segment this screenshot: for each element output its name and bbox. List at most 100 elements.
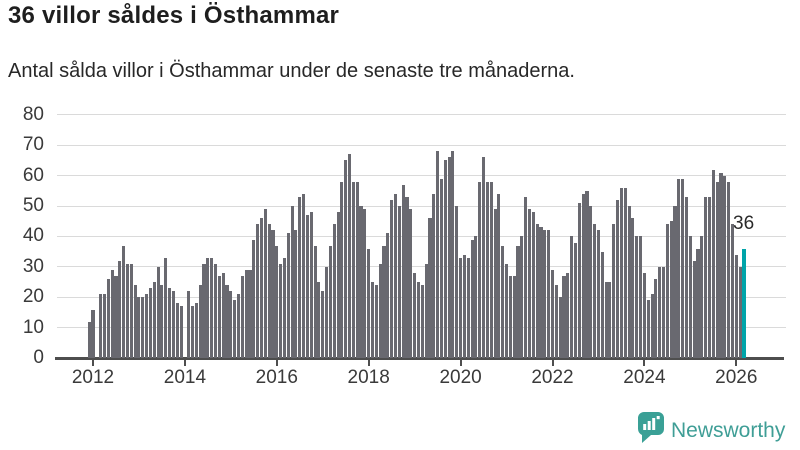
bar (524, 196, 528, 359)
bar (156, 266, 160, 359)
bar (340, 181, 344, 359)
bar (455, 206, 459, 359)
bar (175, 303, 179, 359)
bar (413, 272, 417, 359)
y-axis-tick-label: 50 (22, 195, 44, 217)
bar (627, 206, 631, 359)
bar (344, 160, 348, 359)
bar (604, 282, 608, 359)
bar (420, 285, 424, 359)
bar (313, 245, 317, 359)
y-axis-tick-label: 60 (22, 164, 44, 186)
bar (432, 193, 436, 359)
gridline (57, 205, 786, 207)
bar (661, 266, 666, 359)
bar (543, 230, 547, 359)
bar (217, 276, 221, 359)
bar (566, 272, 570, 359)
bar (547, 230, 551, 359)
bar (658, 266, 662, 359)
x-axis-tick-label: 2014 (163, 367, 207, 388)
bar (351, 181, 355, 359)
bar (160, 285, 164, 359)
bar (110, 269, 114, 359)
bar (259, 218, 264, 359)
bar (673, 206, 677, 359)
bar (171, 291, 175, 359)
bar (474, 236, 478, 359)
bar (309, 212, 313, 359)
bar (642, 272, 646, 359)
bar (298, 196, 302, 359)
bar (539, 227, 543, 359)
bar (669, 221, 673, 359)
bar (447, 157, 451, 359)
bar (727, 181, 731, 359)
bar (363, 209, 367, 359)
bar (715, 181, 719, 359)
bar (696, 248, 700, 359)
x-axis-tick (275, 359, 278, 366)
gridline (57, 175, 786, 177)
bar (233, 300, 237, 359)
bar (141, 297, 145, 359)
bar (558, 297, 562, 359)
x-axis-line (55, 357, 784, 360)
bar (443, 160, 447, 359)
y-axis-tick-label: 40 (22, 225, 44, 247)
bar (294, 230, 298, 359)
bar (133, 285, 137, 359)
bar (527, 209, 532, 359)
bar (91, 309, 95, 359)
bar (704, 196, 708, 359)
bar (684, 196, 689, 359)
bar (393, 193, 398, 359)
bar (738, 266, 742, 359)
bar (596, 230, 600, 359)
x-axis-tick-label: 2022 (531, 367, 574, 388)
bar (236, 294, 241, 359)
bar (321, 291, 325, 359)
bar (623, 187, 627, 359)
bar (719, 172, 723, 359)
bar (478, 181, 482, 359)
y-axis-tick-label: 70 (22, 134, 44, 156)
bar (282, 257, 286, 359)
gridline (57, 144, 786, 146)
bar (512, 276, 516, 359)
bar (516, 245, 520, 359)
bar (635, 236, 639, 359)
bar (562, 276, 566, 359)
bar (466, 257, 470, 359)
bar (416, 282, 421, 359)
x-axis-tick (367, 359, 370, 366)
bar (305, 215, 309, 359)
bar (508, 276, 512, 359)
bar (700, 236, 704, 359)
bar (589, 206, 593, 359)
bar (118, 260, 122, 359)
bar (688, 236, 692, 359)
bar (336, 212, 340, 359)
y-axis-tick-label: 80 (22, 103, 44, 125)
chart-subtitle: Antal sålda villor i Östhammar under de … (8, 60, 575, 82)
bar (489, 181, 493, 359)
bar (382, 245, 386, 359)
bar (168, 288, 172, 359)
bar (378, 263, 382, 359)
y-axis-tick-label: 30 (22, 255, 44, 277)
newsworthy-speech-bubble-bar-chart-icon (637, 411, 664, 449)
bar (505, 263, 509, 359)
bar (367, 248, 371, 359)
bar (428, 218, 432, 359)
bar (286, 233, 290, 359)
gridline (57, 114, 786, 116)
bar (459, 257, 463, 359)
bar (252, 239, 256, 359)
bar (554, 285, 558, 359)
y-axis-tick-label: 0 (33, 347, 44, 369)
x-axis-tick-label: 2026 (715, 367, 758, 388)
x-axis-tick (92, 359, 94, 366)
bar (225, 285, 229, 359)
bar (191, 306, 195, 359)
